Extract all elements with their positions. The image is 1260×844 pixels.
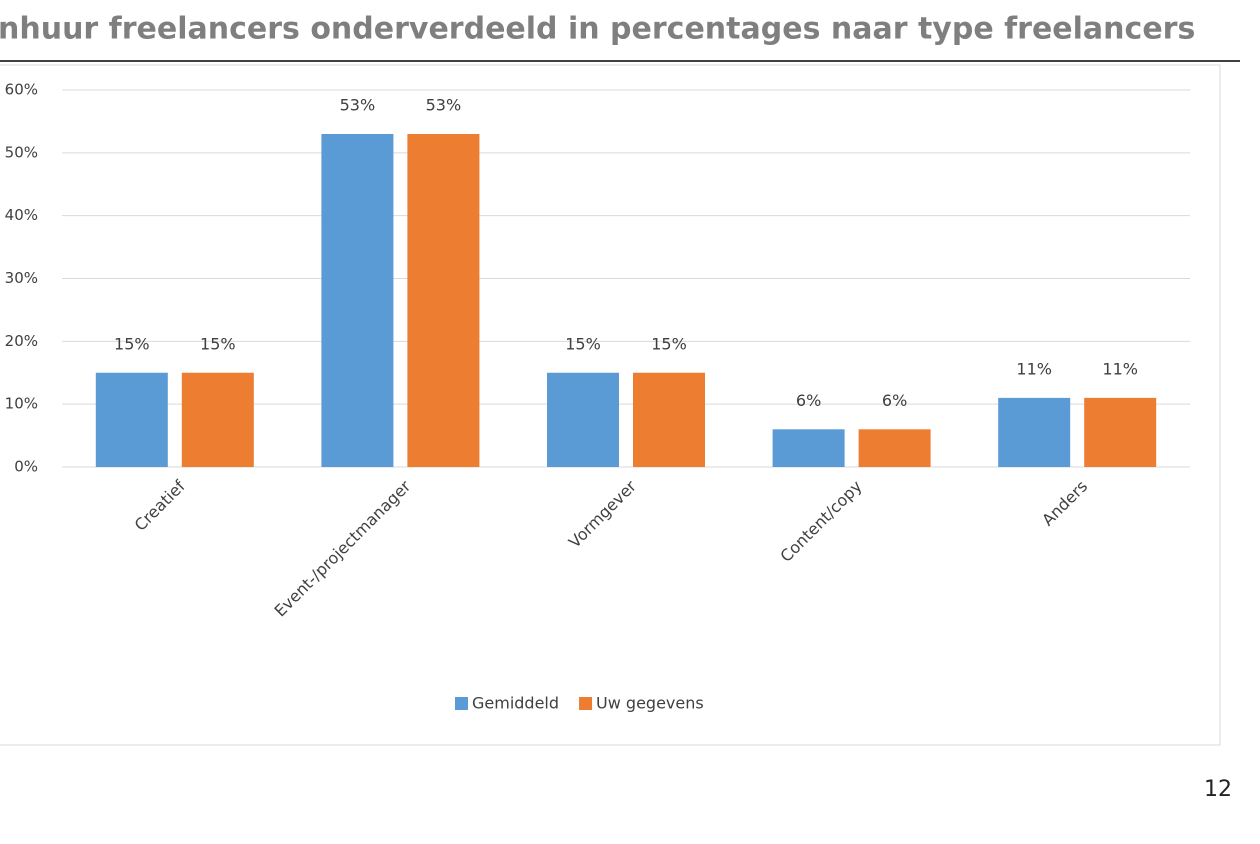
bar	[181, 372, 254, 467]
bar	[547, 372, 619, 467]
x-tick-label: Event-/projectmanager	[271, 476, 415, 620]
page-number: 12	[1204, 777, 1232, 802]
x-tick-label: Creatief	[131, 476, 189, 534]
data-label: 11%	[1102, 359, 1138, 378]
legend-label: Gemiddeld	[472, 694, 559, 713]
bar	[95, 372, 168, 467]
bar	[407, 133, 480, 467]
data-label: 15%	[651, 334, 687, 353]
x-tick-label: Content/copy	[776, 477, 865, 566]
y-tick-label: 30%	[5, 269, 38, 287]
y-tick-label: 20%	[5, 332, 38, 350]
y-tick-label: 40%	[5, 206, 38, 224]
data-label: 15%	[565, 334, 601, 353]
data-label: 6%	[796, 391, 821, 410]
y-tick-label: 10%	[5, 395, 38, 413]
data-label: 11%	[1016, 359, 1052, 378]
x-tick-label: Vormgever	[565, 476, 640, 551]
data-label: 15%	[200, 334, 236, 353]
bar	[1084, 397, 1157, 467]
x-tick-label: Anders	[1038, 477, 1091, 530]
legend-label: Uw gegevens	[596, 694, 704, 713]
chart-title: nhuur freelancers onderverdeeld in perce…	[0, 12, 1195, 47]
y-tick-label: 0%	[14, 458, 38, 476]
bar	[321, 133, 394, 467]
chart-frame	[0, 64, 1221, 746]
data-label: 15%	[114, 334, 150, 353]
bar	[772, 429, 845, 467]
bar	[998, 397, 1071, 467]
y-tick-label: 60%	[5, 81, 38, 99]
bar	[858, 429, 931, 467]
legend-swatch	[455, 697, 468, 710]
bar	[633, 372, 705, 467]
data-label: 53%	[340, 95, 376, 114]
legend-swatch	[579, 697, 593, 710]
data-label: 6%	[882, 391, 907, 410]
data-label: 53%	[426, 95, 462, 114]
y-tick-label: 50%	[5, 143, 38, 161]
